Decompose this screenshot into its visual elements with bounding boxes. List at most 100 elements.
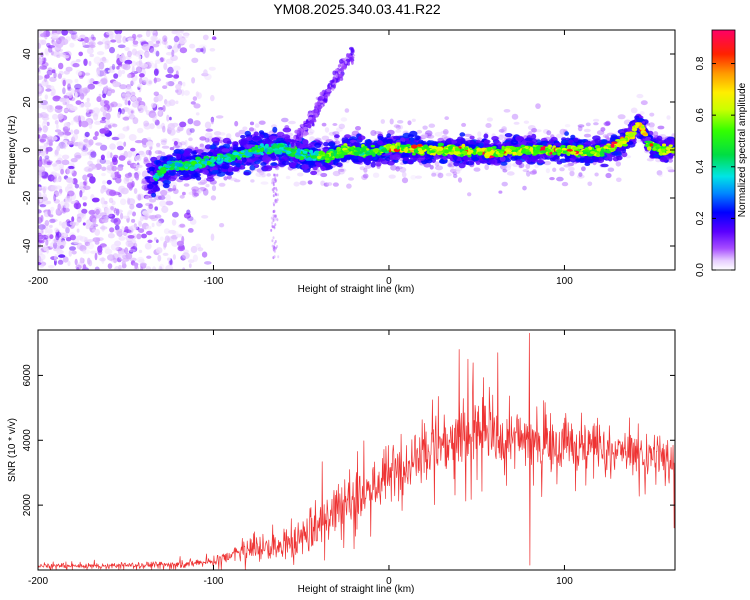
heatmap-cell [285,175,291,180]
heatmap-cell [118,193,122,198]
heatmap-cell [607,167,615,172]
heatmap-cell [457,177,463,183]
heatmap-cell [53,199,60,204]
heatmap-cell [659,156,668,163]
heatmap-cell [149,62,156,69]
heatmap-cell [155,40,160,44]
heatmap-cell [84,101,91,108]
heatmap-cell [165,74,174,78]
heatmap-cell [178,149,185,155]
heatmap-cell [44,220,50,226]
heatmap-cell [250,179,255,183]
heatmap-cell [158,109,163,116]
heatmap-cell [108,124,112,128]
heatmap-cell [67,30,74,34]
heatmap-cell [196,92,202,99]
heatmap-cell [564,131,569,136]
heatmap-cell [600,163,609,168]
heatmap-cell [573,137,579,142]
heatmap-cell [72,133,78,141]
heatmap-cell [138,249,143,254]
heatmap-cell [100,144,108,151]
heatmap-cell [121,69,126,75]
heatmap-cell [182,267,186,270]
heatmap-cell [84,131,90,138]
heatmap-cell [125,84,132,90]
heatmap-cell [127,50,132,58]
heatmap-cell [96,96,102,103]
heatmap-cell [363,167,368,173]
heatmap-cell [44,48,49,55]
heatmap-cell [130,91,136,97]
heatmap-cell [56,54,61,58]
heatmap-cell [85,108,90,114]
heatmap-cell [169,116,172,121]
heatmap-cell [114,211,118,216]
heatmap-cell [49,242,57,249]
heatmap-cell [426,134,435,139]
heatmap-cell [189,43,196,49]
heatmap-cell [84,241,91,247]
heatmap-cell [138,220,143,227]
heatmap-cell [116,65,120,70]
heatmap-cell [118,155,126,161]
heatmap-cell [102,180,106,185]
heatmap-cell [76,242,83,250]
heatmap-cell [127,150,133,158]
heatmap-cell [666,115,671,120]
heatmap-cell [74,78,79,83]
heatmap-cell [53,190,60,197]
heatmap-cell [107,263,113,269]
heatmap-cell [569,170,575,177]
heatmap-cell [522,169,529,173]
heatmap-cell [146,213,149,220]
heatmap-cell [309,136,315,142]
heatmap-cell [483,133,489,139]
heatmap-cell [98,93,102,97]
heatmap-cell [101,224,105,232]
heatmap-cell [524,137,533,142]
heatmap-cell [110,89,116,94]
heatmap-cell [136,97,143,102]
heatmap-cell [600,127,606,132]
heatmap-cell [48,139,53,146]
heatmap-cell [388,174,396,179]
heatmap-cell [334,140,340,145]
heatmap-cell [338,169,345,175]
heatmap-cell [43,247,48,251]
heatmap-cell [218,182,226,187]
heatmap-cell [101,69,107,77]
heatmap-cell [46,200,52,205]
heatmap-cell [124,99,129,106]
heatmap-cell [82,249,87,254]
heatmap-cell [157,195,166,200]
heatmap-cell [79,257,84,264]
heatmap-cell [110,161,114,168]
heatmap-cell [380,119,385,124]
heatmap-cell [80,150,88,157]
heatmap-cell [152,116,158,123]
heatmap-cell [46,69,53,76]
heatmap-cell [222,137,231,144]
heatmap-cell [159,266,163,270]
heatmap-cell [389,118,394,125]
heatmap-cell [543,161,552,166]
heatmap-cell [166,114,170,122]
heatmap-cell [49,234,54,240]
heatmap-cell [122,126,130,132]
heatmap-cell [441,134,448,139]
heatmap-cell [594,172,599,177]
heatmap-cell [260,162,267,166]
heatmap-cell [556,176,564,182]
heatmap-cell [50,206,55,212]
heatmap-cell [461,122,467,127]
heatmap-cell [54,120,59,125]
heatmap-cell [165,58,174,64]
heatmap-cell [297,172,304,177]
heatmap-cell [88,259,93,267]
heatmap-cell [120,92,127,99]
heatmap-cell [78,71,82,76]
heatmap-cell [191,188,197,195]
heatmap-cell [96,70,100,78]
heatmap-cell [141,43,150,51]
